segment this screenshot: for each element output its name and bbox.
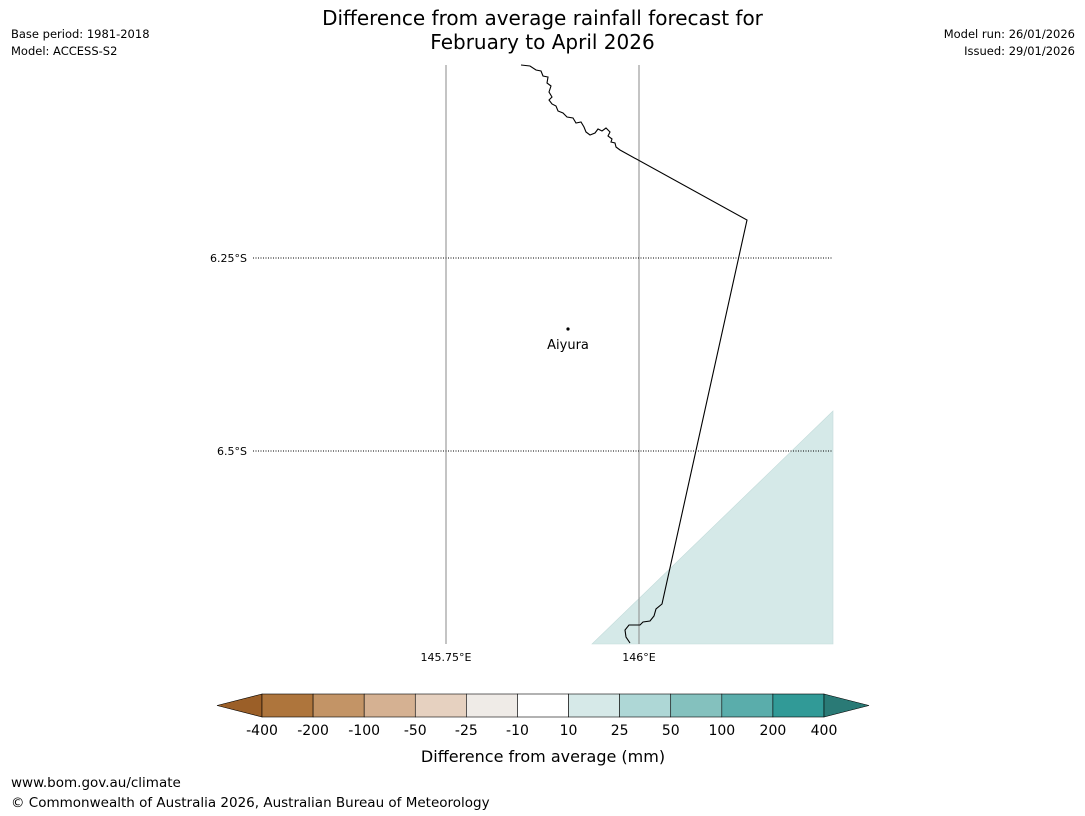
colorbar-segment <box>466 693 518 718</box>
colorbar-tick-label: 10 <box>560 723 578 739</box>
footer-copyright: © Commonwealth of Australia 2026, Austra… <box>11 795 490 811</box>
colorbar-tick-label: -100 <box>348 723 380 739</box>
legend-colorbar <box>216 693 870 718</box>
footer-url: www.bom.gov.au/climate <box>11 775 181 791</box>
colorbar-tick-label: 100 <box>708 723 735 739</box>
colorbar-segment <box>414 693 467 718</box>
colorbar-segment <box>772 693 825 718</box>
colorbar-tick-label: 25 <box>611 723 629 739</box>
map-title: Difference from average rainfall forecas… <box>0 6 1085 54</box>
model-label: Model: ACCESS-S2 <box>11 44 118 58</box>
colorbar-tick-label: -10 <box>506 723 529 739</box>
issued-label: Issued: 29/01/2026 <box>964 44 1075 58</box>
aiyura-label: Aiyura <box>547 338 589 353</box>
colorbar-tick-label: -400 <box>246 723 278 739</box>
colorbar-segment <box>670 693 723 718</box>
colorbar-segment <box>568 693 620 718</box>
colorbar-tick-label: -50 <box>404 723 427 739</box>
lat-label-6-25: 6.25°S <box>210 252 247 265</box>
lat-label-6-5: 6.5°S <box>217 445 247 458</box>
header-right-meta: Model run: 26/01/2026 Issued: 29/01/2026 <box>944 26 1075 60</box>
lon-label-146: 146°E <box>622 651 655 664</box>
colorbar-tick-label: 400 <box>811 723 838 739</box>
colorbar-segment <box>363 693 416 718</box>
base-period-label: Base period: 1981-2018 <box>11 27 150 41</box>
legend-tick-labels: -400 -200 -100 -50 -25 -10 10 25 50 100 200 400 <box>246 723 837 739</box>
shaded-region-10-25 <box>591 410 834 645</box>
model-run-label: Model run: 26/01/2026 <box>943 27 1075 41</box>
lon-label-145-75: 145.75°E <box>421 651 472 664</box>
colorbar-tick-label: -25 <box>455 723 478 739</box>
colorbar-segment <box>619 693 672 718</box>
colorbar-tick-label: -200 <box>297 723 329 739</box>
colorbar-segment <box>721 693 774 718</box>
colorbar-tick-label: 50 <box>662 723 680 739</box>
colorbar-segment <box>312 693 365 718</box>
legend-title: Difference from average (mm) <box>421 747 665 766</box>
colorbar-segment <box>517 693 569 718</box>
header-left-meta: Base period: 1981-2018 Model: ACCESS-S2 <box>11 26 150 60</box>
colorbar-arrow-high <box>823 693 870 718</box>
aiyura-marker <box>566 327 570 331</box>
title-line-2: February to April 2026 <box>430 30 655 54</box>
title-line-1: Difference from average rainfall forecas… <box>322 6 763 30</box>
coastline <box>520 64 748 644</box>
colorbar-arrow-low <box>216 693 263 718</box>
colorbar-segment <box>261 693 314 718</box>
colorbar-tick-label: 200 <box>760 723 787 739</box>
